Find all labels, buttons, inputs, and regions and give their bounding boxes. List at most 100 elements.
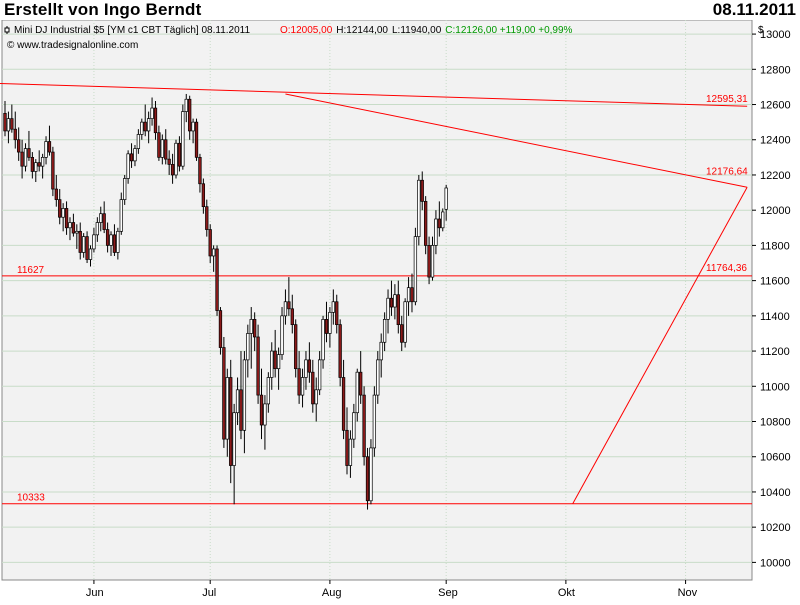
y-tick-label: 10800 <box>760 417 791 429</box>
candle-body <box>13 128 17 141</box>
candle-body <box>441 211 445 229</box>
candle-body <box>146 118 151 132</box>
candle-body <box>256 336 260 396</box>
candlestick-chart: 11627 10333 12595,31 12176,64 11764,36 1000… <box>0 19 791 599</box>
candle-body <box>75 230 79 234</box>
candle-body <box>406 287 411 303</box>
chart-area: 11627 10333 12595,31 12176,64 11764,36 1000… <box>0 19 800 600</box>
candle-body <box>17 139 21 153</box>
candle-body <box>88 248 93 260</box>
y-tick-label: 12800 <box>760 64 791 76</box>
close-value: C:12126,00 +119,00 +0,99% <box>445 25 572 36</box>
candle-body <box>30 157 35 172</box>
chart-title: Erstellt von Ingo Berndt <box>4 0 202 19</box>
candle-body <box>444 187 448 210</box>
x-tick-label: Okt <box>558 587 575 599</box>
candle-body <box>47 141 52 153</box>
x-axis: Jun Jul Aug Sep Okt Nov <box>86 580 698 599</box>
candle-body <box>317 359 322 391</box>
candle-body <box>259 394 264 426</box>
candle-body <box>335 301 339 326</box>
x-tick-label: Nov <box>678 587 698 599</box>
candle-body <box>420 179 424 202</box>
candle-body <box>376 359 380 396</box>
candle-body <box>246 333 250 361</box>
candle-body <box>225 377 229 440</box>
candle-body <box>427 245 431 278</box>
candle-body <box>314 389 318 405</box>
low-value: L:11940,00 <box>392 25 442 36</box>
x-tick-label: Sep <box>438 587 458 599</box>
horizontal-line-label: 10333 <box>17 493 45 504</box>
candle-body <box>321 319 325 361</box>
candle-body <box>424 201 428 246</box>
candle-body <box>208 229 212 257</box>
candle-body <box>140 121 144 135</box>
open-value: O:12005,00 <box>280 25 333 36</box>
candle-body <box>201 183 206 208</box>
candle-body <box>266 377 270 405</box>
y-tick-label: 11600 <box>760 276 790 288</box>
candles <box>3 93 448 510</box>
candle-body <box>68 222 72 229</box>
trendline <box>572 187 748 504</box>
candle-body <box>294 324 298 370</box>
candle-body <box>109 234 113 246</box>
candle-body <box>311 371 315 405</box>
candle-body <box>290 308 294 326</box>
candle-body <box>369 447 373 502</box>
candle-body <box>400 324 404 343</box>
candle-body <box>396 294 400 326</box>
candle-body <box>287 301 291 310</box>
candle-body <box>116 230 120 253</box>
high-value: H:12144,00 <box>336 25 388 36</box>
candle-body <box>218 310 223 348</box>
candle-body <box>191 121 195 132</box>
trendlines: 12595,31 12176,64 11764,36 <box>0 82 748 504</box>
info-panel: Mini DJ Industrial $5 [YM c1 CBT Täglich… <box>4 25 764 51</box>
candle-body <box>54 188 58 200</box>
candle-body <box>126 153 130 179</box>
candle-body <box>382 319 387 343</box>
y-tick-label: 11800 <box>760 240 790 252</box>
candle-body <box>157 132 161 158</box>
candle-body <box>307 359 312 373</box>
candle-body <box>352 412 356 440</box>
candle-body <box>403 301 407 343</box>
candle-body <box>283 301 288 317</box>
y-tick-label: 13000 <box>760 29 791 41</box>
candle-body <box>3 112 7 132</box>
x-tick-label: Aug <box>322 587 342 599</box>
source-label: © www.tradesignalonline.com <box>7 40 138 51</box>
candle-body <box>58 199 62 218</box>
trendline-label: 12595,31 <box>706 94 748 105</box>
candle-body <box>64 208 69 229</box>
candle-body <box>239 389 243 431</box>
trendline-label: 12176,64 <box>706 167 748 178</box>
trendline <box>285 93 748 188</box>
candle-body <box>300 377 305 396</box>
trendline-label: 11764,36 <box>706 263 747 274</box>
candle-body <box>410 287 414 303</box>
candle-body <box>177 142 182 167</box>
candle-body <box>160 139 164 158</box>
candle-body <box>85 236 89 260</box>
candle-body <box>136 134 141 149</box>
candle-body <box>341 377 346 431</box>
candle-body <box>133 148 137 162</box>
candle-body <box>359 371 363 396</box>
candle-body <box>198 157 202 185</box>
candle-body <box>184 98 188 112</box>
candle-body <box>105 229 110 246</box>
candle-body <box>112 234 117 253</box>
candle-body <box>389 297 394 308</box>
y-tick-label: 10400 <box>760 487 791 499</box>
candle-body <box>143 121 147 132</box>
candle-body <box>273 350 277 370</box>
candle-body <box>434 218 438 246</box>
chart-date: 08.11.2011 <box>712 0 796 19</box>
candle-body <box>249 319 253 334</box>
candle-body <box>276 354 281 370</box>
candle-body <box>379 341 383 361</box>
candle-body <box>324 319 329 334</box>
